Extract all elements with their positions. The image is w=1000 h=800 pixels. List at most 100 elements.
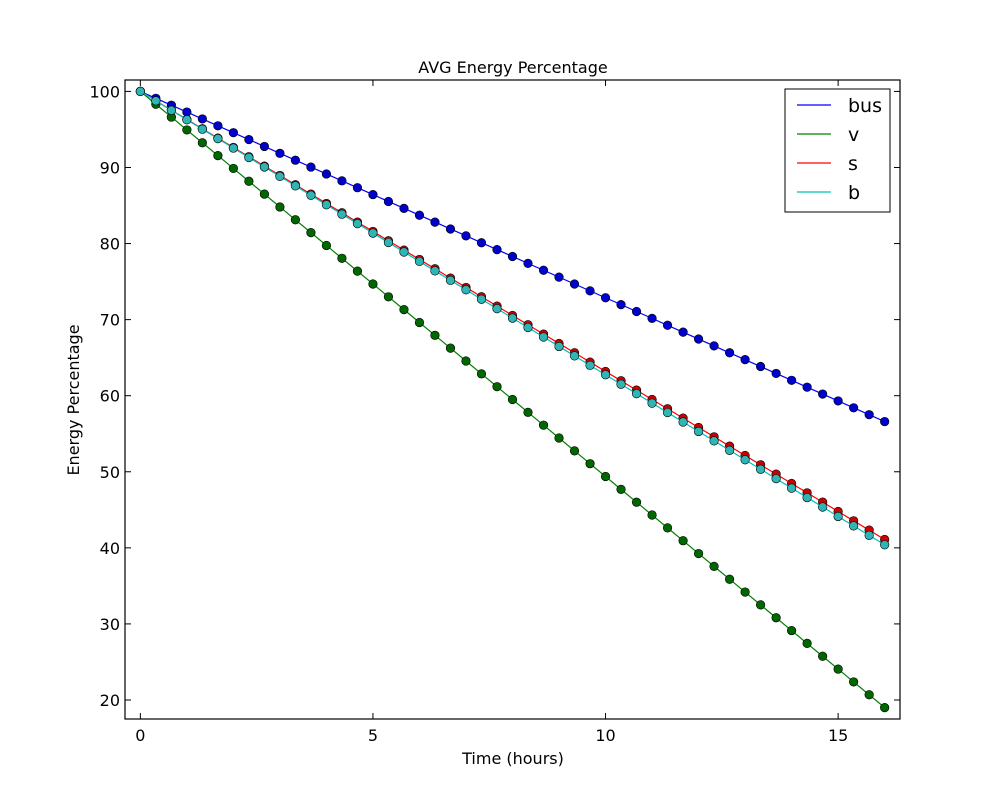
y-tick-label: 50: [100, 463, 120, 482]
data-point-bus: [631, 306, 642, 317]
data-point-b: [647, 398, 657, 408]
data-point-bus: [430, 217, 440, 227]
y-tick-label: 100: [89, 82, 120, 101]
data-point-b: [802, 492, 812, 503]
data-point-v: [647, 510, 657, 520]
data-point-bus: [368, 189, 378, 200]
data-point-b: [725, 445, 735, 455]
data-point-bus: [709, 341, 719, 351]
data-point-v: [430, 330, 440, 340]
data-point-bus: [554, 272, 564, 282]
data-point-bus: [585, 286, 595, 296]
data-point-v: [321, 240, 332, 251]
data-point-bus: [414, 210, 425, 220]
data-point-bus: [662, 320, 673, 330]
data-point-v: [445, 343, 456, 353]
data-point-bus: [213, 121, 223, 131]
y-axis-label: Energy Percentage: [64, 324, 83, 475]
series-b: [135, 86, 890, 550]
data-point-bus: [228, 128, 238, 138]
data-point-v: [476, 369, 487, 379]
data-point-b: [740, 455, 750, 465]
data-point-bus: [321, 169, 332, 179]
data-point-v: [213, 150, 223, 161]
data-point-b: [585, 360, 595, 370]
data-point-b: [414, 256, 425, 267]
x-tick-label: 5: [368, 726, 378, 745]
data-point-v: [182, 125, 192, 135]
data-point-bus: [833, 396, 843, 406]
data-point-b: [383, 237, 394, 248]
data-point-bus: [197, 114, 207, 124]
data-point-b: [213, 134, 223, 144]
data-point-b: [321, 200, 332, 210]
data-point-v: [492, 382, 502, 392]
data-point-b: [507, 313, 518, 323]
data-point-bus: [771, 368, 781, 379]
data-point-v: [461, 356, 471, 366]
data-point-b: [399, 247, 409, 257]
legend-label-bus: bus: [848, 95, 882, 117]
y-tick-label: 60: [100, 387, 120, 406]
data-point-b: [430, 266, 440, 276]
data-point-v: [880, 702, 890, 713]
data-point-bus: [352, 183, 363, 193]
data-point-b: [693, 426, 704, 437]
data-point-b: [771, 474, 781, 484]
data-point-bus: [461, 231, 471, 241]
data-point-v: [585, 459, 595, 469]
data-point-b: [849, 521, 859, 531]
data-point-b: [818, 502, 828, 512]
data-point-bus: [290, 155, 300, 165]
data-point-v: [755, 600, 766, 610]
data-point-bus: [616, 300, 626, 310]
data-point-b: [523, 322, 533, 333]
data-point-b: [616, 379, 626, 389]
data-point-b: [352, 219, 363, 229]
data-point-b: [554, 341, 564, 352]
data-point-b: [492, 304, 502, 314]
series-v: [135, 86, 890, 713]
data-point-b: [662, 407, 673, 418]
data-point-bus: [445, 224, 456, 234]
data-point-b: [244, 152, 254, 163]
data-point-bus: [693, 334, 704, 344]
data-point-v: [337, 253, 347, 263]
data-point-bus: [755, 361, 766, 372]
data-point-b: [197, 124, 207, 134]
x-tick-label: 10: [595, 726, 615, 745]
data-point-b: [306, 190, 316, 200]
data-point-bus: [306, 162, 316, 172]
data-point-bus: [523, 258, 533, 268]
data-point-v: [864, 690, 874, 700]
data-point-v: [818, 651, 828, 661]
series-bus: [135, 86, 890, 427]
data-point-v: [259, 189, 270, 199]
legend-label-s: s: [848, 153, 858, 175]
x-axis-label: Time (hours): [461, 749, 564, 768]
data-point-bus: [275, 148, 285, 158]
data-point-v: [290, 215, 300, 225]
data-point-v: [616, 484, 626, 494]
data-point-b: [368, 228, 378, 238]
data-point-bus: [725, 348, 735, 358]
data-point-v: [802, 638, 812, 649]
y-tick-label: 30: [100, 615, 120, 634]
y-tick-label: 40: [100, 539, 120, 558]
data-point-v: [197, 138, 207, 148]
data-point-v: [352, 266, 363, 276]
data-point-bus: [383, 196, 394, 207]
data-point-v: [740, 587, 750, 597]
data-point-v: [787, 625, 797, 636]
data-point-v: [507, 394, 518, 405]
x-axis: 0 5 10 15: [135, 80, 848, 745]
data-point-v: [833, 664, 843, 674]
data-point-bus: [492, 245, 502, 255]
data-point-b: [678, 417, 688, 427]
data-point-bus: [849, 403, 859, 413]
plot-frame: [124, 79, 901, 720]
data-point-v: [414, 317, 425, 328]
data-point-b: [166, 105, 176, 115]
data-point-bus: [244, 134, 254, 145]
